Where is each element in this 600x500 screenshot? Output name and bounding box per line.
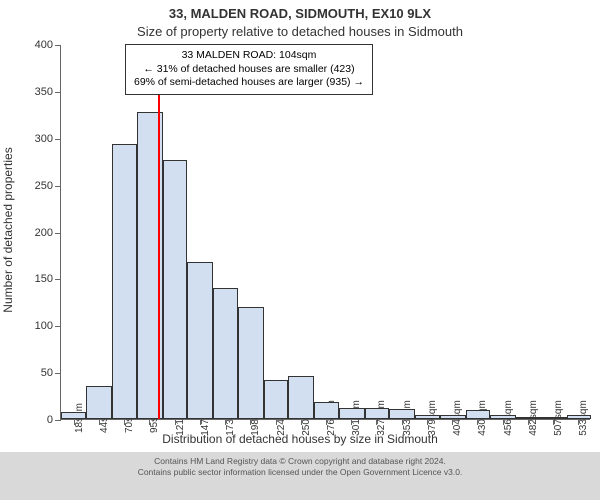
y-tick [55,45,61,46]
histogram-bar [112,144,137,419]
histogram-bar [541,417,566,419]
page-subtitle: Size of property relative to detached ho… [0,24,600,39]
histogram-bar [567,415,591,419]
property-marker-line [158,45,160,419]
histogram-bar [163,160,187,419]
y-tick-label: 0 [47,414,53,426]
histogram-bar [440,415,465,419]
y-tick [55,279,61,280]
histogram-bar [415,415,440,419]
annotation-line: ← 31% of detached houses are smaller (42… [134,63,364,77]
y-tick [55,326,61,327]
y-tick-label: 150 [35,273,53,285]
y-tick [55,186,61,187]
histogram-bar [314,402,339,419]
histogram-bar [516,417,541,419]
y-tick [55,92,61,93]
histogram-bar [466,410,490,419]
y-tick [55,373,61,374]
annotation-line: 69% of semi-detached houses are larger (… [134,76,364,90]
histogram-bar [61,412,86,420]
y-tick-label: 200 [35,227,53,239]
footer-attribution: Contains HM Land Registry data © Crown c… [0,456,600,478]
histogram-bar [238,307,263,419]
annotation-line: 33 MALDEN ROAD: 104sqm [134,49,364,63]
histogram-bar [288,376,313,419]
histogram-bar [365,408,389,419]
y-tick-label: 400 [35,39,53,51]
histogram-bar [490,415,515,419]
footer-line-1: Contains HM Land Registry data © Crown c… [0,456,600,467]
footer-line-2: Contains public sector information licen… [0,467,600,478]
annotation-box: 33 MALDEN ROAD: 104sqm← 31% of detached … [125,44,373,95]
histogram-bar [86,386,111,419]
histogram-bar [389,409,414,419]
y-tick [55,420,61,421]
chart-plot-area: 05010015020025030035040018sqm44sqm70sqm9… [60,45,590,420]
histogram-bar [339,408,364,419]
y-tick-label: 350 [35,86,53,98]
histogram-bar [264,380,288,419]
y-tick-label: 300 [35,133,53,145]
y-tick [55,233,61,234]
histogram-bar [213,288,238,419]
plot-frame: 05010015020025030035040018sqm44sqm70sqm9… [60,45,590,420]
histogram-bar [187,262,212,419]
y-tick-label: 100 [35,320,53,332]
page-title: 33, MALDEN ROAD, SIDMOUTH, EX10 9LX [0,6,600,21]
y-tick-label: 250 [35,180,53,192]
y-tick-label: 50 [41,367,53,379]
x-axis-label: Distribution of detached houses by size … [0,432,600,446]
y-axis-label: Number of detached properties [1,147,15,312]
y-tick [55,139,61,140]
